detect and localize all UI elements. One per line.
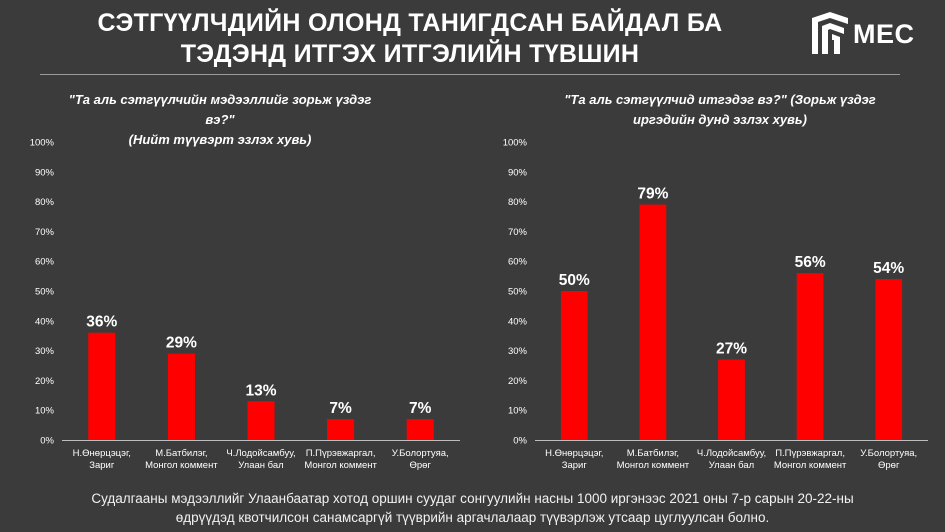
right-y-tick-label: 0%	[513, 436, 527, 447]
right-y-tick-label: 90%	[508, 167, 528, 178]
right-category-label: У.Болортуяа,	[860, 448, 917, 459]
right-chart-title-line-1: "Та аль сэтгүүлчид итгэдэг вэ?" (Зорьж ү…	[564, 92, 876, 107]
survey-footnote: Судалгааны мэдээллийг Улаанбаатар хотод …	[30, 489, 915, 527]
left-category-label: Н.Өнөрцэцэг,	[73, 448, 131, 459]
right-chart-title: "Та аль сэтгүүлчид итгэдэг вэ?" (Зорьж ү…	[540, 90, 900, 130]
left-y-tick-label: 10%	[35, 406, 55, 417]
right-category-label: Монгол коммент	[774, 460, 847, 471]
footnote-line-1: Судалгааны мэдээллийг Улаанбаатар хотод …	[91, 491, 854, 506]
left-y-tick-label: 30%	[35, 346, 55, 357]
left-y-tick-label: 80%	[35, 197, 55, 208]
left-y-tick-label: 50%	[35, 287, 55, 298]
left-chart-title-line-2: (Нийт түүвэрт эзлэх хувь)	[128, 132, 312, 147]
right-y-tick-label: 100%	[503, 138, 528, 149]
left-data-label: 36%	[86, 314, 117, 331]
right-y-tick-label: 70%	[508, 227, 528, 238]
right-category-label: Зариг	[562, 460, 588, 471]
right-category-label: М.Батбилэг,	[627, 448, 679, 459]
right-bar	[875, 279, 903, 440]
left-data-label: 29%	[166, 335, 197, 352]
right-data-label: 27%	[716, 341, 747, 358]
right-data-label: 56%	[795, 254, 826, 271]
left-data-label: 13%	[245, 382, 276, 399]
right-category-label: Улаан бал	[709, 460, 754, 471]
right-y-tick-label: 20%	[508, 376, 528, 387]
left-bar	[406, 419, 434, 440]
left-y-tick-label: 60%	[35, 257, 55, 268]
right-category-label: Өрөг	[878, 460, 900, 471]
right-y-tick-label: 50%	[508, 287, 528, 298]
left-category-label: Өрөг	[409, 460, 431, 471]
mec-logo-icon	[812, 12, 848, 54]
left-chart-title-line-1: "Та аль сэтгүүлчийн мэдээллийг зорьж үзд…	[68, 92, 372, 127]
right-bar	[560, 291, 588, 440]
left-category-label: Улаан бал	[238, 460, 283, 471]
logo-text: MEC	[853, 19, 915, 49]
right-y-tick-label: 80%	[508, 197, 528, 208]
left-y-tick-label: 90%	[35, 167, 55, 178]
left-category-label: Зариг	[89, 460, 115, 471]
right-data-label: 79%	[637, 186, 668, 203]
right-data-label: 54%	[873, 260, 904, 277]
left-category-label: У.Болортуяа,	[392, 448, 449, 459]
left-data-label: 7%	[329, 400, 352, 417]
right-bar	[718, 359, 745, 440]
left-y-tick-label: 0%	[40, 436, 54, 447]
right-bar	[639, 204, 667, 440]
left-y-tick-label: 40%	[35, 316, 55, 327]
left-category-label: М.Батбилэг,	[155, 448, 207, 459]
left-data-label: 7%	[409, 400, 432, 417]
left-y-tick-label: 70%	[35, 227, 55, 238]
left-y-tick-label: 20%	[35, 376, 55, 387]
title-divider	[40, 74, 900, 75]
right-chart-title-line-2: иргэдийн дунд эзлэх хувь)	[633, 112, 807, 127]
left-chart-title: "Та аль сэтгүүлчийн мэдээллийг зорьж үзд…	[60, 90, 380, 150]
left-bar	[327, 419, 355, 440]
right-category-label: Н.Өнөрцэцэг,	[545, 448, 603, 459]
page-title-line-1: СЭТГҮҮЛЧДИЙН ОЛОНД ТАНИГДСАН БАЙДАЛ БА	[97, 9, 723, 37]
right-y-tick-label: 40%	[508, 316, 528, 327]
page-title: СЭТГҮҮЛЧДИЙН ОЛОНД ТАНИГДСАН БАЙДАЛ БА Т…	[60, 8, 760, 70]
right-category-label: П.Пүрэвжаргал,	[775, 448, 845, 459]
left-category-label: Монгол коммент	[304, 460, 377, 471]
right-y-tick-label: 30%	[508, 346, 528, 357]
left-category-label: Монгол коммент	[145, 460, 218, 471]
right-y-tick-label: 60%	[508, 257, 528, 268]
left-bar	[88, 332, 116, 440]
left-bar	[247, 401, 275, 440]
right-bar	[796, 273, 824, 440]
right-y-tick-label: 10%	[508, 406, 528, 417]
left-y-tick-label: 100%	[30, 138, 55, 149]
right-category-label: Ч.Лодойсамбуу,	[697, 448, 766, 459]
mec-logo: MEC	[808, 10, 930, 60]
left-category-label: П.Пүрэвжаргал,	[306, 448, 376, 459]
left-category-label: Ч.Лодойсамбуу,	[226, 448, 295, 459]
right-category-label: Монгол коммент	[617, 460, 690, 471]
right-data-label: 50%	[559, 272, 590, 289]
left-bar	[167, 353, 195, 440]
page-title-line-2: ТЭДЭНД ИТГЭХ ИТГЭЛИЙН ТҮВШИН	[180, 40, 640, 68]
footnote-line-2: өдрүүдэд квотчилсон санамсаргүй түүврийн…	[175, 510, 770, 525]
